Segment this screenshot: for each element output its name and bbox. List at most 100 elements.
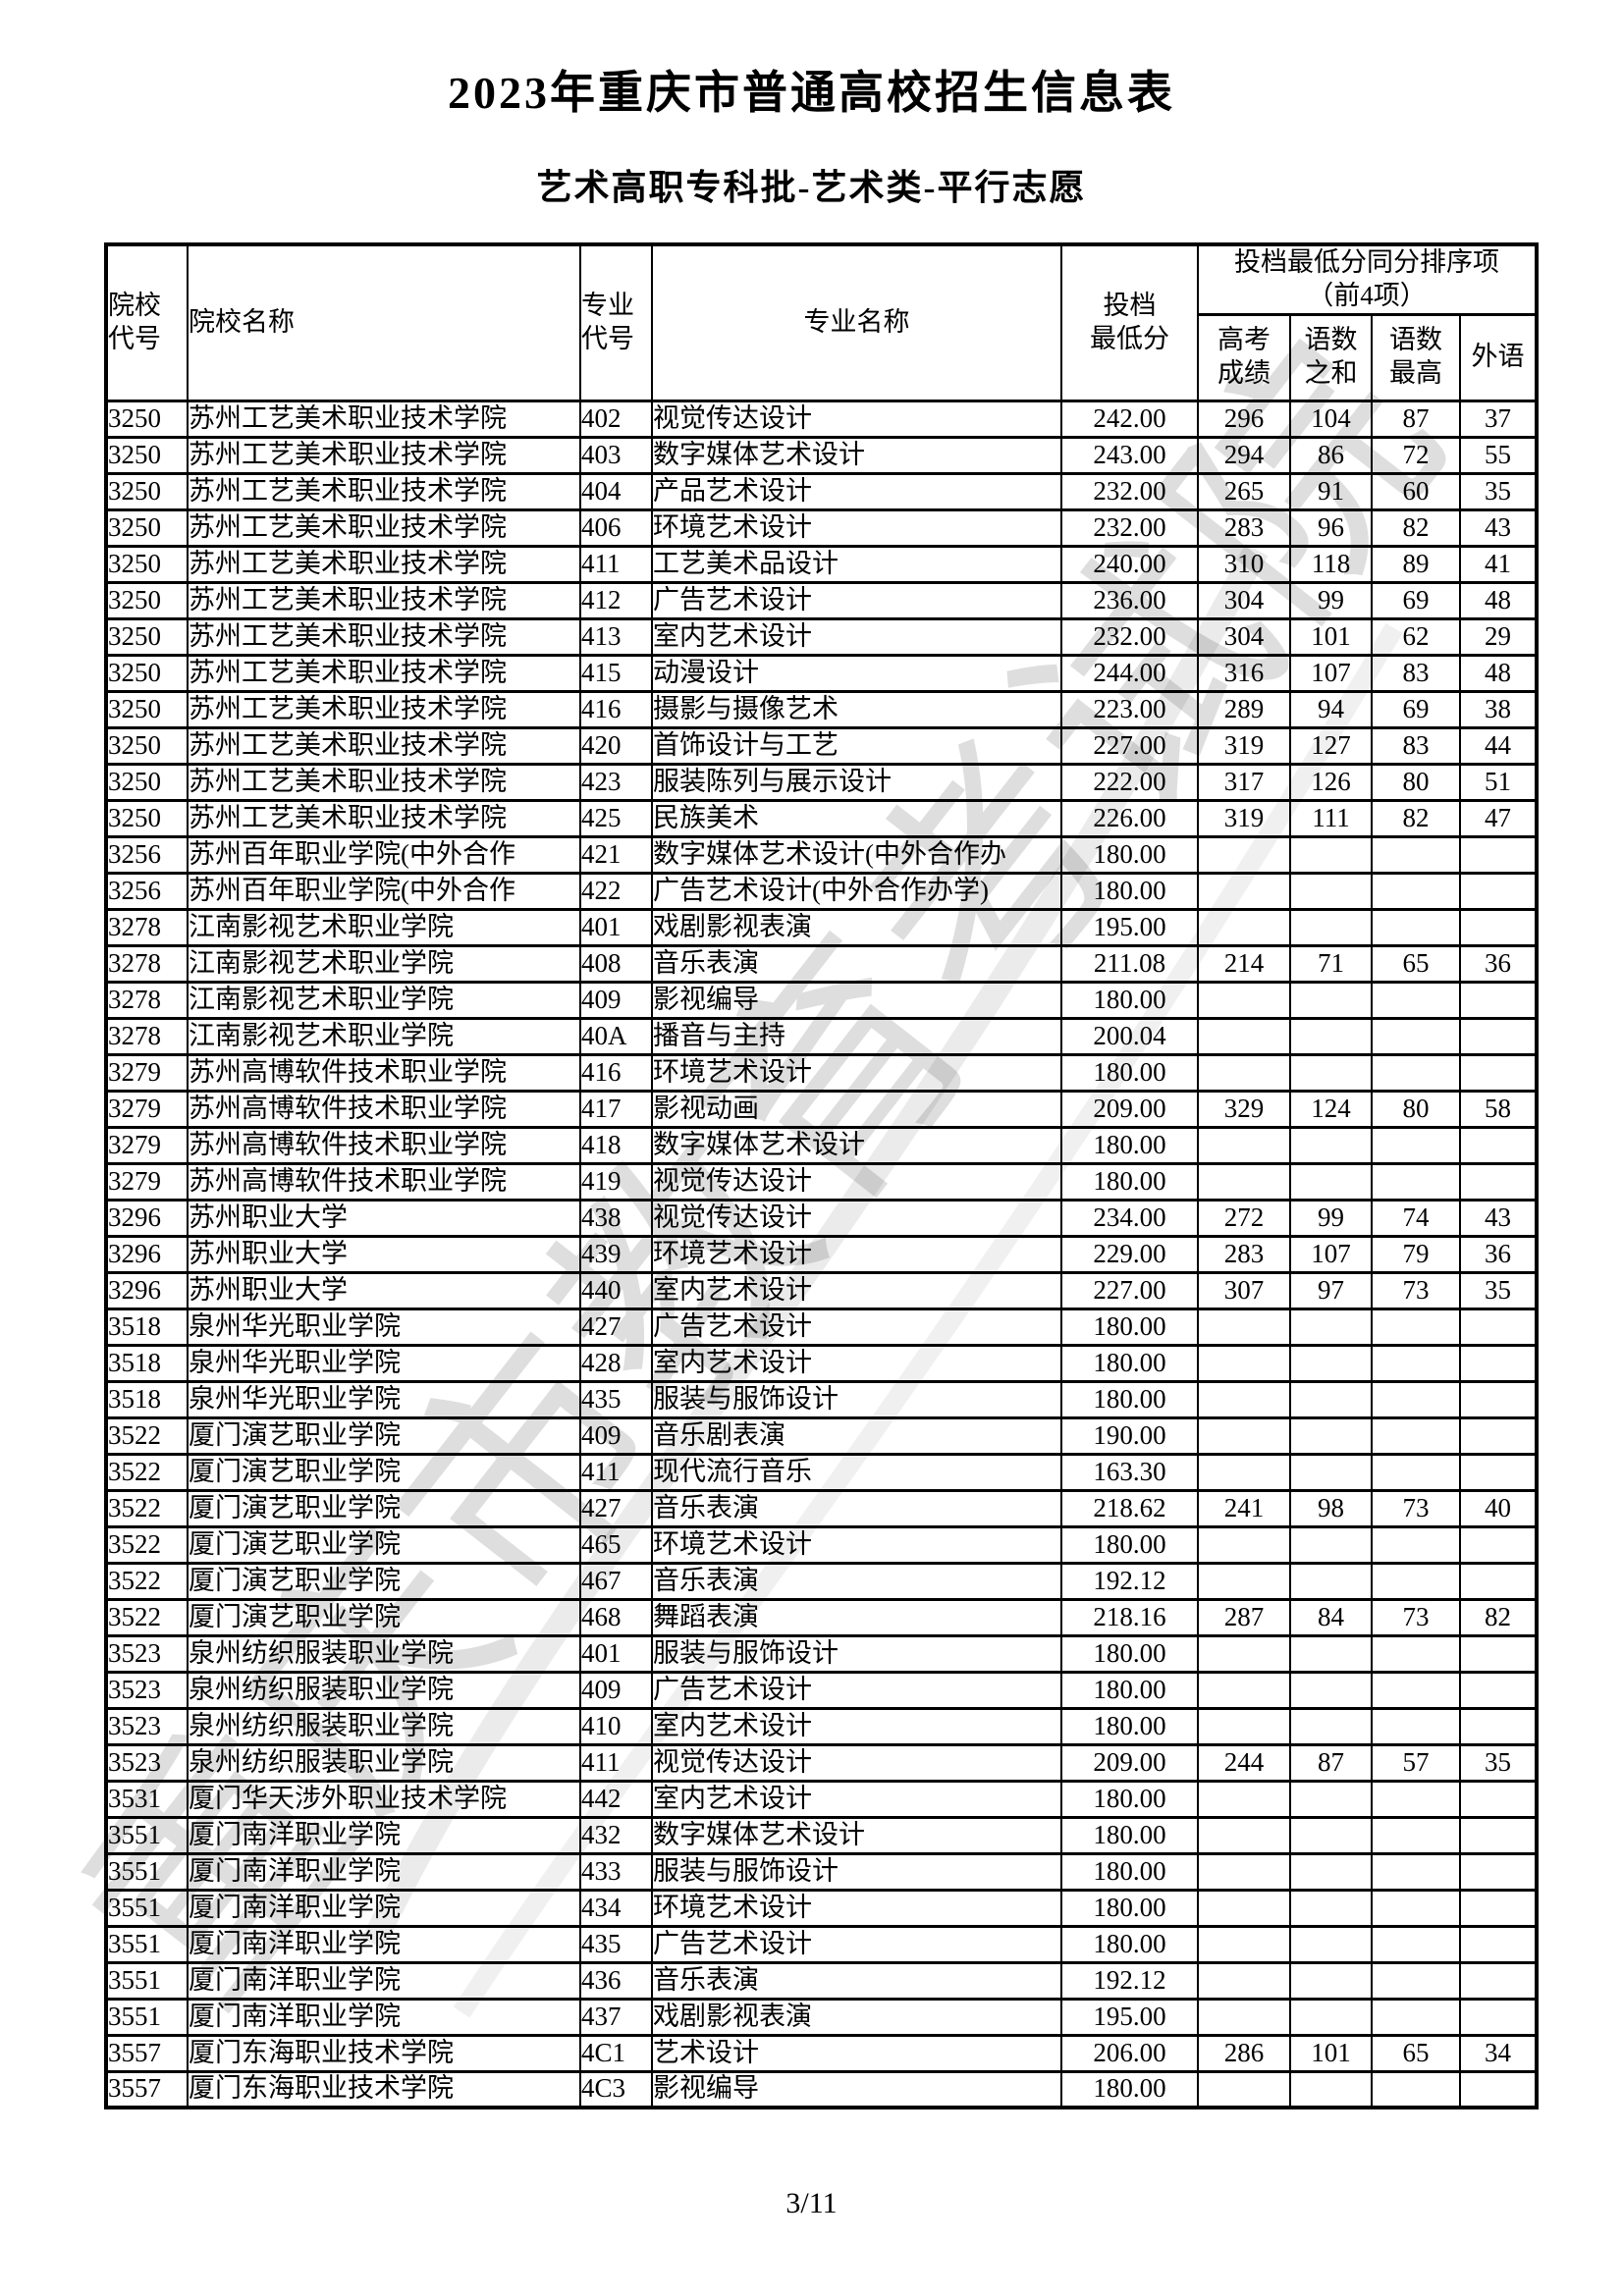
table-row: 3518 泉州华光职业学院 435 服装与服饰设计 180.00 — [105, 1379, 1538, 1419]
yushu-max-cell — [1371, 1851, 1461, 1892]
table-row: 3551 厦门南洋职业学院 437 戏剧影视表演 195.00 — [105, 1997, 1538, 2037]
gaokao-score-cell: 241 — [1197, 1488, 1291, 1528]
yushu-sum-cell: 99 — [1289, 1198, 1373, 1238]
gaokao-score-cell: 214 — [1197, 943, 1291, 984]
yushu-max-cell: 73 — [1371, 1488, 1461, 1528]
foreign-lang-cell — [1459, 1706, 1538, 1746]
major-code-cell: 438 — [579, 1198, 653, 1238]
yushu-sum-cell: 71 — [1289, 943, 1373, 984]
college-name-cell: 厦门演艺职业学院 — [187, 1561, 581, 1601]
min-score-cell: 180.00 — [1060, 1851, 1199, 1892]
min-score-cell: 180.00 — [1060, 2069, 1199, 2109]
foreign-lang-cell: 43 — [1459, 507, 1538, 548]
yushu-sum-cell — [1289, 1125, 1373, 1165]
foreign-lang-cell: 43 — [1459, 1198, 1538, 1238]
foreign-lang-cell — [1459, 1851, 1538, 1892]
table-row: 3279 苏州高博软件技术职业学院 419 视觉传达设计 180.00 — [105, 1161, 1538, 1201]
major-name-cell: 服装陈列与展示设计 — [651, 762, 1062, 802]
min-score-cell: 209.00 — [1060, 1742, 1199, 1783]
min-score-cell: 211.08 — [1060, 943, 1199, 984]
major-code-cell: 467 — [579, 1561, 653, 1601]
college-code-cell: 3551 — [105, 1924, 189, 1964]
table-row: 3522 厦门演艺职业学院 465 环境艺术设计 180.00 — [105, 1524, 1538, 1565]
college-code-cell: 3551 — [105, 1997, 189, 2037]
min-score-cell: 218.16 — [1060, 1597, 1199, 1637]
foreign-lang-cell — [1459, 1633, 1538, 1674]
foreign-lang-cell: 40 — [1459, 1488, 1538, 1528]
yushu-max-cell: 73 — [1371, 1270, 1461, 1310]
major-name-cell: 戏剧影视表演 — [651, 1997, 1062, 2037]
college-code-cell: 3250 — [105, 544, 189, 584]
gaokao-score-cell: 310 — [1197, 544, 1291, 584]
yushu-max-cell: 80 — [1371, 762, 1461, 802]
foreign-lang-cell — [1459, 1779, 1538, 1819]
yushu-max-cell: 83 — [1371, 725, 1461, 766]
college-name-cell: 厦门东海职业技术学院 — [187, 2033, 581, 2073]
table-row: 3278 江南影视艺术职业学院 401 戏剧影视表演 195.00 — [105, 907, 1538, 947]
college-code-cell: 3279 — [105, 1125, 189, 1165]
major-name-cell: 数字媒体艺术设计(中外合作办 — [651, 834, 1062, 875]
gaokao-score-cell: 307 — [1197, 1270, 1291, 1310]
major-code-cell: 418 — [579, 1125, 653, 1165]
header-major-name: 专业名称 — [651, 242, 1062, 402]
major-name-cell: 广告艺术设计 — [651, 1307, 1062, 1347]
major-code-cell: 410 — [579, 1706, 653, 1746]
major-name-cell: 摄影与摄像艺术 — [651, 689, 1062, 729]
table-row: 3557 厦门东海职业技术学院 4C1 艺术设计 206.00 286 101 65 34 — [105, 2033, 1538, 2073]
major-code-cell: 417 — [579, 1089, 653, 1129]
foreign-lang-cell: 47 — [1459, 798, 1538, 838]
min-score-cell: 195.00 — [1060, 907, 1199, 947]
yushu-sum-cell: 124 — [1289, 1089, 1373, 1129]
table-row: 3250 苏州工艺美术职业技术学院 412 广告艺术设计 236.00 304 99 69 48 — [105, 580, 1538, 620]
college-code-cell: 3250 — [105, 762, 189, 802]
table-row: 3296 苏州职业大学 438 视觉传达设计 234.00 272 99 74 43 — [105, 1198, 1538, 1238]
yushu-sum-cell: 127 — [1289, 725, 1373, 766]
major-name-cell: 环境艺术设计 — [651, 1524, 1062, 1565]
major-code-cell: 432 — [579, 1815, 653, 1855]
college-name-cell: 苏州高博软件技术职业学院 — [187, 1125, 581, 1165]
yushu-max-cell — [1371, 1452, 1461, 1492]
yushu-sum-cell — [1289, 834, 1373, 875]
min-score-cell: 180.00 — [1060, 834, 1199, 875]
major-code-cell: 433 — [579, 1851, 653, 1892]
table-row: 3551 厦门南洋职业学院 435 广告艺术设计 180.00 — [105, 1924, 1538, 1964]
college-code-cell: 3250 — [105, 798, 189, 838]
table-row: 3250 苏州工艺美术职业技术学院 404 产品艺术设计 232.00 265 91 60 35 — [105, 471, 1538, 511]
major-name-cell: 影视编导 — [651, 980, 1062, 1020]
yushu-sum-cell: 126 — [1289, 762, 1373, 802]
major-name-cell: 环境艺术设计 — [651, 1234, 1062, 1274]
gaokao-score-cell — [1197, 907, 1291, 947]
foreign-lang-cell — [1459, 1161, 1538, 1201]
yushu-sum-cell — [1289, 1633, 1373, 1674]
yushu-sum-cell — [1289, 1452, 1373, 1492]
yushu-max-cell — [1371, 1052, 1461, 1093]
min-score-cell: 180.00 — [1060, 1161, 1199, 1201]
min-score-cell: 222.00 — [1060, 762, 1199, 802]
college-code-cell: 3250 — [105, 616, 189, 657]
gaokao-score-cell: 265 — [1197, 471, 1291, 511]
foreign-lang-cell: 44 — [1459, 725, 1538, 766]
yushu-sum-cell: 118 — [1289, 544, 1373, 584]
yushu-max-cell: 65 — [1371, 2033, 1461, 2073]
yushu-sum-cell: 87 — [1289, 1742, 1373, 1783]
min-score-cell: 232.00 — [1060, 507, 1199, 548]
college-name-cell: 苏州高博软件技术职业学院 — [187, 1089, 581, 1129]
college-name-cell: 苏州工艺美术职业技术学院 — [187, 762, 581, 802]
min-score-cell: 209.00 — [1060, 1089, 1199, 1129]
foreign-lang-cell — [1459, 1343, 1538, 1383]
page-subtitle: 艺术高职专科批-艺术类-平行志愿 — [536, 168, 1087, 207]
min-score-cell: 180.00 — [1060, 1052, 1199, 1093]
major-code-cell: 435 — [579, 1379, 653, 1419]
major-name-cell: 广告艺术设计(中外合作办学) — [651, 871, 1062, 911]
college-code-cell: 3296 — [105, 1234, 189, 1274]
min-score-cell: 192.12 — [1060, 1960, 1199, 2001]
table-row: 3518 泉州华光职业学院 427 广告艺术设计 180.00 — [105, 1307, 1538, 1347]
major-name-cell: 产品艺术设计 — [651, 471, 1062, 511]
college-name-cell: 苏州工艺美术职业技术学院 — [187, 399, 581, 439]
page-number: 3/11 — [785, 2187, 838, 2219]
foreign-lang-cell: 82 — [1459, 1597, 1538, 1637]
major-code-cell: 422 — [579, 871, 653, 911]
college-name-cell: 苏州百年职业学院(中外合作 — [187, 871, 581, 911]
yushu-sum-cell: 101 — [1289, 2033, 1373, 2073]
major-name-cell: 视觉传达设计 — [651, 399, 1062, 439]
